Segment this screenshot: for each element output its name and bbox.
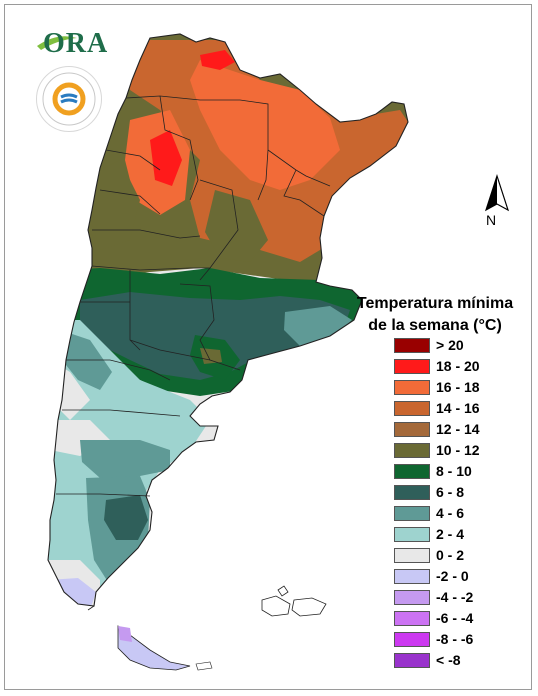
legend-label: 12 - 14 [436,421,480,437]
province-borders [47,33,409,611]
ora-logo-text: ORA [43,28,109,59]
legend-label: < -8 [436,652,461,668]
legend-swatch [394,632,430,647]
legend-swatch [394,443,430,458]
legend-swatch [394,338,430,353]
malvinas-islands [261,585,327,617]
legend-title: Temperatura mínima de la semana (°C) [340,293,530,337]
legend-label: 2 - 4 [436,526,465,542]
legend-item: -2 - 0 [394,567,514,588]
legend-item: 12 - 14 [394,420,514,441]
legend-item: < -8 [394,651,514,672]
legend-label: -6 - -4 [436,610,474,626]
legend-label: > 20 [436,337,464,353]
legend-swatch [394,548,430,563]
legend-swatch [394,422,430,437]
legend-swatch [394,359,430,374]
legend-item: 2 - 4 [394,525,514,546]
legend-label: -4 - -2 [436,589,474,605]
legend-label: 4 - 6 [436,505,465,521]
legend-label: 8 - 10 [436,463,472,479]
legend-label: 16 - 18 [436,379,480,395]
legend-item: -6 - -4 [394,609,514,630]
north-arrow-label: N [486,212,497,228]
leaf-icon [37,36,77,50]
legend-title-line1: Temperatura mínima [356,295,514,312]
legend-swatch [394,569,430,584]
legend-label: 10 - 12 [436,442,480,458]
legend-item: 16 - 18 [394,378,514,399]
smn-seal-icon [42,72,96,126]
legend-item: -8 - -6 [394,630,514,651]
legend-item: -4 - -2 [394,588,514,609]
legend-label: -2 - 0 [436,568,469,584]
legend-swatch [394,380,430,395]
ora-logo: ORA [33,28,107,60]
legend-item: > 20 [394,336,514,357]
legend-label: 6 - 8 [436,484,465,500]
legend-item: 18 - 20 [394,357,514,378]
smn-logo [36,66,102,132]
legend-item: 10 - 12 [394,441,514,462]
legend-title-line2: de la semana (°C) [368,317,502,334]
legend-item: 14 - 16 [394,399,514,420]
legend-swatch [394,527,430,542]
legend-label: 14 - 16 [436,400,480,416]
legend-item: 6 - 8 [394,483,514,504]
legend-swatch [394,611,430,626]
legend-item: 0 - 2 [394,546,514,567]
legend-item: 4 - 6 [394,504,514,525]
legend-swatch [394,653,430,668]
north-arrow-icon [484,174,510,212]
legend-swatch [394,506,430,521]
legend-label: 0 - 2 [436,547,465,563]
legend-swatch [394,464,430,479]
tierra-del-fuego [117,625,213,671]
legend-swatch [394,401,430,416]
legend-item: 8 - 10 [394,462,514,483]
legend-label: 18 - 20 [436,358,480,374]
legend-swatch [394,590,430,605]
legend-swatch [394,485,430,500]
legend-label: -8 - -6 [436,631,474,647]
